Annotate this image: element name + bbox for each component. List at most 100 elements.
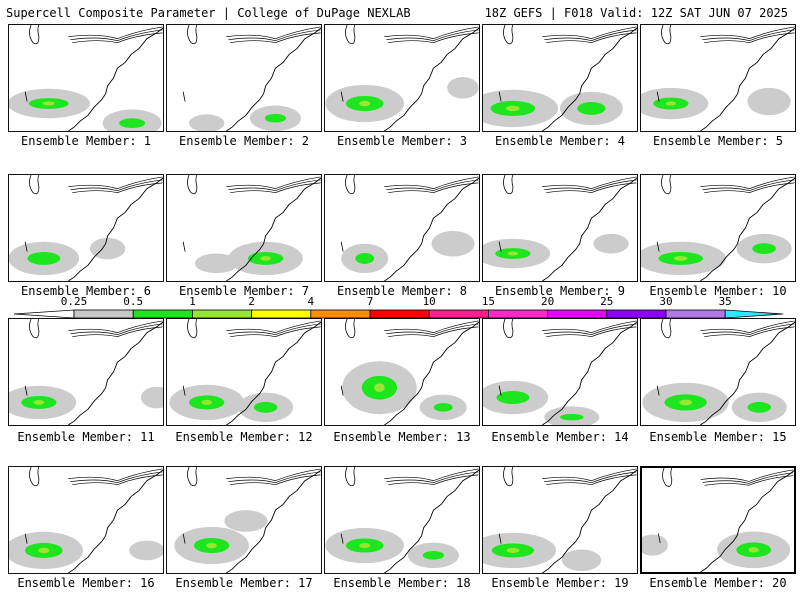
ensemble-panel-20[interactable] xyxy=(640,466,796,574)
coastline xyxy=(384,177,479,281)
ensemble-member-label: Ensemble Member: 20 xyxy=(649,576,787,590)
scp-contour-lightgreen xyxy=(506,105,520,112)
map-17 xyxy=(174,467,321,573)
border-line xyxy=(384,320,479,334)
border-line xyxy=(544,179,637,192)
coastline xyxy=(384,321,479,425)
ensemble-panel-3[interactable] xyxy=(324,24,480,132)
border-line xyxy=(700,320,795,334)
scp-contour-green xyxy=(355,253,375,264)
border-line xyxy=(544,29,637,42)
ensemble-panel-19[interactable] xyxy=(482,466,638,574)
coastline xyxy=(542,27,637,131)
ensemble-panel-1[interactable] xyxy=(8,24,164,132)
island-mark xyxy=(498,241,502,252)
ensemble-member-label: Ensemble Member: 13 xyxy=(333,430,471,444)
border-line xyxy=(546,182,637,194)
ensemble-panel-12[interactable] xyxy=(166,318,322,426)
ensemble-panel-9[interactable] xyxy=(482,174,638,282)
border-line xyxy=(542,26,637,40)
border-line xyxy=(386,471,479,484)
ensemble-panel-8[interactable] xyxy=(324,174,480,282)
ensemble-panel-16[interactable] xyxy=(8,466,164,574)
lake-outline xyxy=(503,175,514,195)
ensemble-panel-15[interactable] xyxy=(640,318,796,426)
colorbar-tick-label: 2 xyxy=(248,295,255,308)
border-line xyxy=(704,475,794,486)
island-mark xyxy=(182,91,186,102)
border-line xyxy=(70,179,163,192)
border-line xyxy=(230,326,321,338)
ensemble-panel-7[interactable] xyxy=(166,174,322,282)
border-line xyxy=(700,26,795,40)
border-line xyxy=(226,468,321,482)
border-line xyxy=(68,468,163,482)
ensemble-member-label: Ensemble Member: 15 xyxy=(649,430,787,444)
coastline xyxy=(542,177,637,281)
colorbar-swatch xyxy=(487,309,548,319)
map-4 xyxy=(483,25,637,131)
ensemble-panel-14[interactable] xyxy=(482,318,638,426)
colorbar-swatch xyxy=(547,309,608,319)
border-line xyxy=(704,326,795,338)
border-line xyxy=(68,320,163,334)
coastline xyxy=(700,27,795,131)
ensemble-member-label: Ensemble Member: 19 xyxy=(491,576,629,590)
colorbar-swatch xyxy=(606,309,667,319)
lake-outline xyxy=(661,25,672,45)
colorbar-tick-label: 0.5 xyxy=(123,295,144,308)
ensemble-member-label: Ensemble Member: 10 xyxy=(649,284,787,298)
ensemble-panel-6[interactable] xyxy=(8,174,164,282)
colorbar-tick-label: 0.25 xyxy=(60,295,88,308)
scp-contour-gray xyxy=(431,230,475,257)
coastline xyxy=(384,469,479,573)
border-line xyxy=(704,182,795,194)
border-line xyxy=(230,474,321,486)
ensemble-panel-11[interactable] xyxy=(8,318,164,426)
scp-contour-gray xyxy=(189,114,225,131)
ensemble-panel-17[interactable] xyxy=(166,466,322,574)
ensemble-panel-13[interactable] xyxy=(324,318,480,426)
border-line xyxy=(228,179,321,192)
coastline xyxy=(68,27,163,131)
map-11 xyxy=(9,319,163,425)
coastline xyxy=(700,470,794,572)
scp-contour-gray xyxy=(447,77,479,99)
lake-outline xyxy=(187,319,198,339)
ensemble-panel-10[interactable] xyxy=(640,174,796,282)
border-line xyxy=(546,32,637,44)
border-line xyxy=(702,29,795,42)
coastline xyxy=(542,469,637,573)
lake-outline xyxy=(29,25,40,45)
island-mark xyxy=(340,241,344,252)
border-line xyxy=(384,176,479,190)
ensemble-panel-18[interactable] xyxy=(324,466,480,574)
scp-contour-green xyxy=(747,401,771,413)
border-line xyxy=(702,323,795,336)
scp-contour-lightgreen xyxy=(260,256,271,261)
border-line xyxy=(384,26,479,40)
map-3 xyxy=(325,25,479,131)
colorbar-tick-label: 30 xyxy=(659,295,673,308)
island-mark xyxy=(657,533,661,544)
border-line xyxy=(546,326,637,338)
island-mark xyxy=(498,385,502,396)
lake-outline xyxy=(503,319,514,339)
coastline xyxy=(226,321,321,425)
ensemble-member-label: Ensemble Member: 4 xyxy=(494,134,626,148)
coastline xyxy=(68,321,163,425)
map-7 xyxy=(182,175,321,281)
border-line xyxy=(544,323,637,336)
scp-contour-gray xyxy=(642,534,668,556)
scp-contour-green xyxy=(752,243,776,255)
ensemble-panel-4[interactable] xyxy=(482,24,638,132)
ensemble-panel-5[interactable] xyxy=(640,24,796,132)
lake-outline xyxy=(661,175,672,195)
lake-outline xyxy=(187,175,198,195)
colorbar-swatch xyxy=(191,309,252,319)
map-8 xyxy=(340,175,479,281)
border-line xyxy=(386,323,479,336)
coastline xyxy=(700,321,795,425)
ensemble-panel-2[interactable] xyxy=(166,24,322,132)
lake-outline xyxy=(345,467,356,487)
